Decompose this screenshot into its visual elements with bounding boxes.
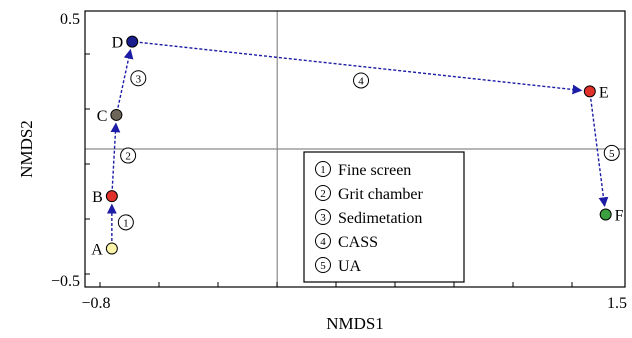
legend-marker [315, 161, 331, 177]
step-marker-circle [603, 144, 620, 161]
legend-entry: 2 Grit chamber [315, 185, 424, 203]
point-label-E: E [599, 84, 609, 101]
point-D [126, 35, 139, 48]
point-label-D: D [112, 35, 124, 52]
point-label-F: F [615, 208, 624, 225]
point-F [599, 208, 612, 221]
step-marker-circle [130, 70, 147, 87]
legend-marker [315, 257, 331, 273]
point-labels: A B C D E F [91, 35, 623, 259]
legend-entry: 4 CASS [315, 233, 378, 251]
point-C [110, 108, 123, 121]
step-markers: 1 2 3 4 5 [117, 70, 620, 231]
x-tick-label: 1.5 [607, 295, 627, 312]
step-marker-circle [353, 72, 370, 89]
legend-marker-number: 3 [320, 212, 326, 224]
legend-marker [315, 185, 331, 201]
arrow-D-E [139, 41, 583, 95]
step-marker-number: 1 [123, 217, 129, 229]
reference-lines [85, 11, 625, 287]
legend-marker [315, 209, 331, 225]
arrow-E-F [590, 98, 609, 208]
legend-text: Grit chamber [338, 186, 424, 203]
arrow-series [106, 41, 609, 242]
step-marker-number: 5 [609, 148, 615, 160]
step-marker-5: 5 [603, 144, 620, 161]
legend-marker-number: 4 [320, 236, 326, 248]
step-marker-number: 4 [358, 75, 364, 87]
legend-marker-number: 2 [320, 188, 326, 200]
point-E [583, 85, 596, 98]
point-label-A: A [91, 242, 103, 259]
legend-marker-number: 5 [320, 260, 326, 272]
y-tick-label: 0.5 [60, 11, 80, 28]
legend-marker [315, 233, 331, 249]
point-B [105, 190, 118, 203]
point-label-B: B [92, 189, 103, 206]
step-marker-4: 4 [353, 72, 370, 89]
legend-text: CASS [338, 234, 378, 251]
point-series [105, 35, 612, 255]
x-tick-label: −0.8 [81, 295, 110, 312]
legend-entry: 3 Sedimetation [315, 209, 422, 227]
y-tick-label: −0.5 [51, 273, 80, 290]
y-axis-label: NMDS2 [17, 120, 36, 178]
x-axis-label: NMDS1 [326, 314, 384, 333]
step-marker-circle [117, 214, 134, 231]
step-marker-circle [120, 147, 137, 164]
arrow-B-C [110, 122, 121, 189]
legend-text: UA [338, 258, 362, 275]
legend-entry: 1 Fine screen [315, 161, 411, 179]
tick-labels: −0.8 1.5 0.5 −0.5 [51, 11, 627, 312]
step-marker-number: 3 [136, 73, 142, 85]
arrow-C-D [117, 48, 134, 108]
legend-text: Sedimetation [338, 210, 422, 227]
plot-frame [84, 10, 626, 288]
point-label-C: C [97, 108, 108, 125]
legend-text: Fine screen [338, 162, 411, 179]
step-marker-3: 3 [130, 70, 147, 87]
point-A [105, 242, 118, 255]
legend: 1 Fine screen 2 Grit chamber 3 Sedimetation 4 C… [303, 151, 465, 283]
legend-marker-number: 1 [320, 164, 326, 176]
step-marker-2: 2 [120, 147, 137, 164]
step-marker-1: 1 [117, 214, 134, 231]
axis-ticks [85, 53, 573, 287]
step-marker-number: 2 [125, 151, 131, 163]
legend-entry: 5 UA [315, 257, 362, 275]
